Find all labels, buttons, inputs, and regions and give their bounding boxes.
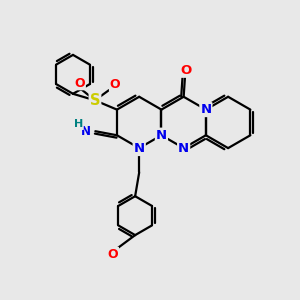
Text: S: S [90, 93, 100, 108]
Text: O: O [181, 64, 192, 77]
Text: N: N [134, 142, 145, 154]
Text: N: N [134, 142, 144, 155]
Text: H: H [74, 119, 83, 130]
Text: N: N [156, 129, 167, 142]
Text: N: N [179, 142, 189, 154]
Text: N: N [81, 125, 91, 138]
Text: O: O [74, 76, 85, 90]
Text: N: N [156, 129, 167, 142]
Text: N: N [200, 103, 211, 116]
Text: O: O [108, 248, 118, 260]
Text: N: N [178, 142, 189, 154]
Text: O: O [110, 78, 120, 91]
